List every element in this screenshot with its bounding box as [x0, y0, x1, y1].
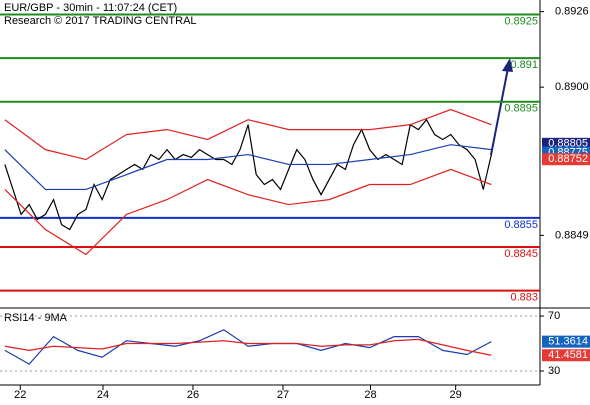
level-label: 0.891 [510, 59, 538, 71]
value-box-label: 41.4581 [548, 349, 588, 361]
x-tick-label: 28 [364, 389, 376, 400]
x-tick-label: 22 [14, 389, 26, 400]
rsi-label: RSI14 - 9MA [4, 312, 68, 324]
value-box [542, 349, 590, 362]
forecast-arrow [490, 67, 509, 156]
value-box-label: 0.88752 [548, 153, 588, 165]
y-tick-label: 0.8849 [555, 229, 589, 241]
value-box [542, 153, 590, 166]
level-label: 0.883 [510, 291, 538, 303]
rsi-line [4, 338, 492, 356]
level-label: 0.8845 [504, 248, 538, 260]
rsi-line [4, 329, 492, 365]
y-tick-label: 0.8900 [555, 81, 589, 93]
chart-subtitle: Research © 2017 TRADING CENTRAL [4, 15, 197, 27]
indicator-line [4, 108, 492, 161]
level-label: 0.8925 [504, 15, 538, 27]
x-tick-label: 26 [187, 389, 199, 400]
indicator-line [4, 144, 492, 191]
indicator-line [4, 168, 492, 256]
x-tick-label: 27 [277, 389, 289, 400]
level-label: 0.8855 [504, 219, 538, 231]
level-label: 0.8895 [504, 103, 538, 115]
y-tick-label: 0.8926 [555, 6, 589, 18]
rsi-tick-label: 70 [548, 310, 560, 322]
value-box-label: 51.3614 [548, 336, 588, 348]
chart-title: EUR/GBP - 30min - 11:07:24 (CET) [4, 2, 177, 14]
rsi-tick-label: 30 [548, 365, 560, 377]
arrow-head [502, 58, 513, 72]
x-tick-label: 29 [450, 389, 462, 400]
value-box [542, 335, 590, 348]
x-tick-label: 24 [97, 389, 109, 400]
